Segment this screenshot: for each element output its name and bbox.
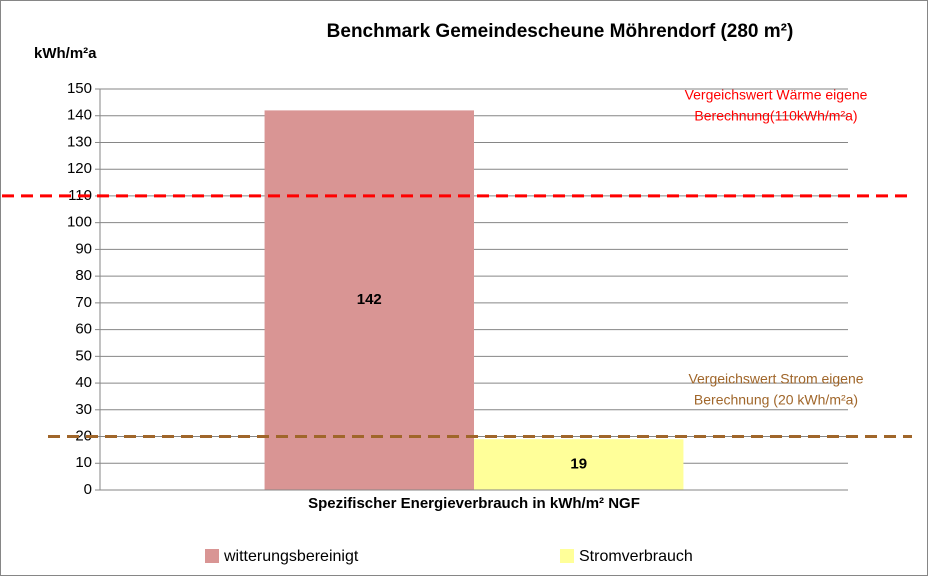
- y-tick-label: 140: [67, 107, 92, 124]
- y-tick-label: 10: [75, 454, 92, 471]
- y-tick-label: 50: [75, 347, 92, 364]
- bar: [474, 439, 684, 490]
- y-tick-label: 150: [67, 80, 92, 97]
- y-tick-label: 120: [67, 160, 92, 177]
- y-tick-label: 90: [75, 240, 92, 257]
- y-tick-label: 80: [75, 267, 92, 284]
- legend-label: witterungsbereinigt: [223, 548, 359, 565]
- y-tick-label: 40: [75, 374, 92, 391]
- y-tick-label: 100: [67, 214, 92, 231]
- y-tick-label: 130: [67, 133, 92, 150]
- y-tick-label: 0: [84, 481, 92, 498]
- y-tick-label: 70: [75, 294, 92, 311]
- reference-label: Vergeichswert Wärme eigene: [685, 87, 868, 103]
- x-tick-label: Spezifischer Energieverbrauch in kWh/m² …: [308, 495, 640, 512]
- data-label: 142: [357, 291, 382, 308]
- y-tick-label: 20: [75, 428, 92, 445]
- data-label: 19: [570, 456, 587, 473]
- y-tick-label: 30: [75, 401, 92, 418]
- chart-title: Benchmark Gemeindescheune Möhrendorf (28…: [327, 21, 794, 42]
- y-tick-label: 60: [75, 321, 92, 338]
- legend-swatch: [205, 549, 219, 563]
- reference-label: Berechnung(110kWh/m²a): [694, 108, 857, 124]
- reference-label: Vergeichswert Strom eigene: [688, 371, 863, 387]
- y-axis-label: kWh/m²a: [34, 45, 97, 62]
- bar: [264, 110, 474, 491]
- legend-label: Stromverbrauch: [579, 548, 693, 565]
- legend-swatch: [560, 549, 574, 563]
- reference-label: Berechnung (20 kWh/m²a): [694, 392, 858, 408]
